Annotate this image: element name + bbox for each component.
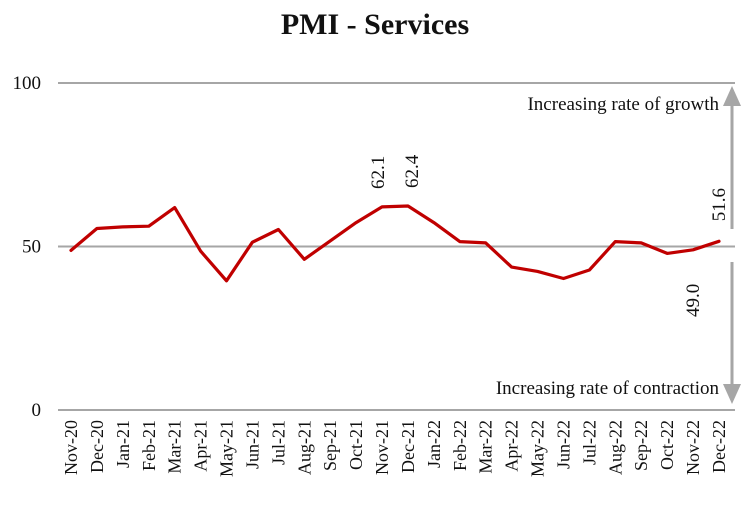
x-axis-ticks: Nov-20 Dec-20 Jan-21 Feb-21 Mar-21 Apr-21 May-… [61,420,729,477]
x-tick-label: Feb-22 [450,420,470,471]
series-line-0 [69,204,721,283]
grid-lines [58,82,735,411]
x-tick-label: Jul-21 [268,420,288,465]
y-tick-label-100: 100 [13,73,42,94]
x-tick-label: Mar-21 [165,420,185,474]
x-tick-label: Jan-22 [424,420,444,468]
y-axis-ticks: 0 50 100 [13,73,42,421]
annotation-growth: Increasing rate of growth [527,94,719,115]
x-tick-label: May-21 [217,420,237,477]
x-tick-label: Dec-21 [398,420,418,473]
arrow-head-up [723,86,741,106]
x-tick-label: Aug-21 [294,420,314,475]
x-tick-label: Apr-21 [191,420,211,472]
data-label-24: 49.0 [683,284,704,317]
chart-title: PMI - Services [280,8,470,41]
x-tick-label: Oct-22 [657,420,677,470]
y-tick-label-50: 50 [22,237,41,258]
x-tick-label: Jan-21 [113,420,133,468]
x-tick-label: Sep-21 [320,420,340,471]
x-tick-label: May-22 [528,420,548,477]
x-tick-label: Jul-22 [579,420,599,465]
data-label-12: 62.1 [368,156,389,189]
x-tick-label: Jun-22 [553,420,573,469]
x-tick-label: Mar-22 [476,420,496,474]
data-label-13: 62.4 [402,154,423,188]
x-tick-label: Feb-21 [139,420,159,471]
x-tick-label: Sep-22 [631,420,651,471]
growth-contraction-arrow [723,86,741,404]
x-tick-label: Dec-22 [709,420,729,473]
annotations: Increasing rate of growth Increasing rat… [496,94,720,399]
x-tick-label: Oct-21 [346,420,366,470]
x-tick-label: Nov-20 [61,420,81,475]
x-tick-label: Aug-22 [605,420,625,475]
data-label-25: 51.6 [709,188,730,221]
y-tick-label-0: 0 [32,400,42,421]
x-tick-label: Nov-22 [683,420,703,475]
x-tick-label: Apr-22 [502,420,522,472]
arrow-head-down [723,384,741,404]
x-tick-label: Dec-20 [87,420,107,473]
data-labels: 62.1 62.4 49.0 51.6 [368,154,730,317]
x-tick-label: Nov-21 [372,420,392,475]
series-lines [69,204,721,283]
x-tick-label: Jun-21 [242,420,262,469]
annotation-contraction: Increasing rate of contraction [496,378,720,399]
